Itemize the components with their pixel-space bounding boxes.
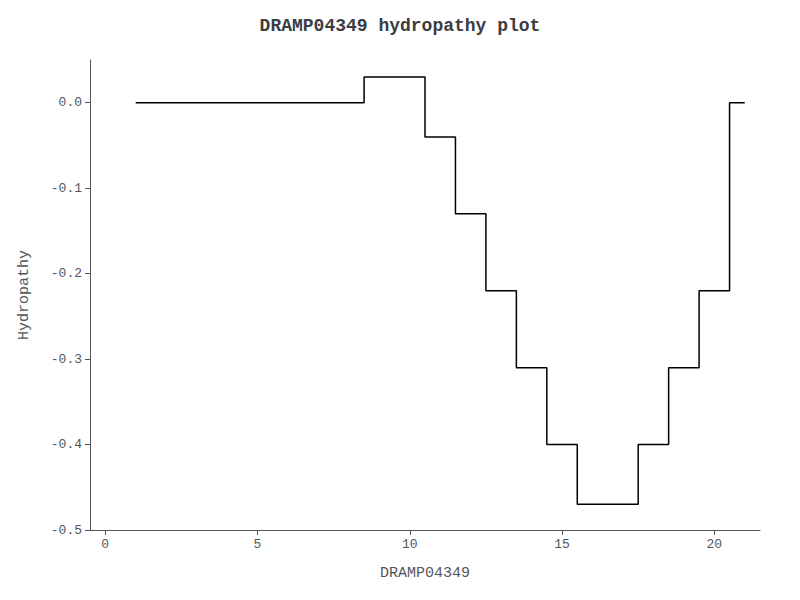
svg-text:20: 20	[707, 537, 723, 552]
svg-text:15: 15	[554, 537, 570, 552]
svg-text:-0.1: -0.1	[51, 181, 82, 196]
svg-text:10: 10	[402, 537, 418, 552]
svg-text:DRAMP04349 hydropathy plot: DRAMP04349 hydropathy plot	[260, 16, 541, 36]
svg-text:5: 5	[254, 537, 262, 552]
svg-text:-0.4: -0.4	[51, 437, 82, 452]
svg-text:-0.3: -0.3	[51, 352, 82, 367]
svg-text:-0.5: -0.5	[51, 523, 82, 538]
svg-text:DRAMP04349: DRAMP04349	[380, 565, 470, 582]
svg-text:0: 0	[101, 537, 109, 552]
svg-text:Hydropathy: Hydropathy	[16, 250, 33, 340]
svg-text:0.0: 0.0	[59, 95, 82, 110]
svg-text:-0.2: -0.2	[51, 266, 82, 281]
